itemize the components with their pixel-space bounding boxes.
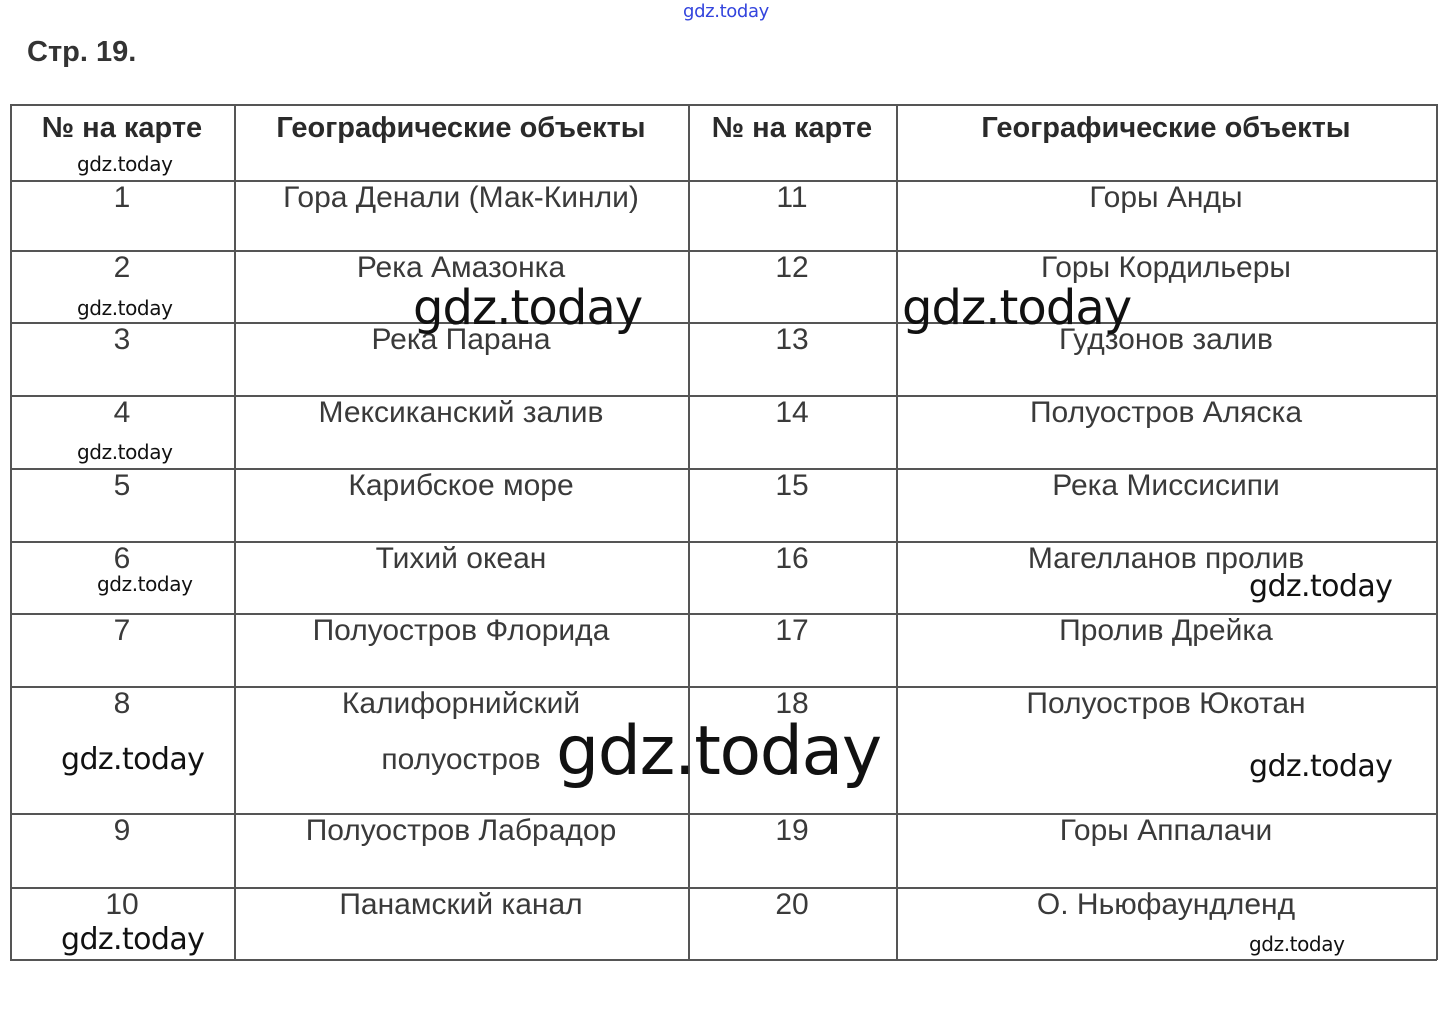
watermark-text: gdz.today — [413, 280, 643, 336]
cell-object: Река Миссисипи — [1052, 469, 1280, 502]
table-row-divider — [10, 250, 1437, 252]
cell-number: 10 — [105, 888, 139, 921]
cell-object: О. Ньюфаундленд — [1036, 888, 1296, 921]
cell-number: 16 — [775, 542, 809, 575]
cell-number: 8 — [113, 687, 131, 720]
cell-number: 12 — [775, 251, 809, 284]
table-column-divider — [896, 104, 898, 960]
header-objects: Географические объекты — [276, 112, 646, 144]
cell-object: Пролив Дрейка — [1059, 614, 1273, 647]
table-row-divider — [10, 887, 1437, 889]
watermark-text: gdz.today — [902, 280, 1132, 336]
watermark-text: gdz.today — [556, 712, 882, 791]
cell-object: Гудзонов залив — [1058, 323, 1273, 356]
cell-number: 2 — [113, 251, 131, 284]
page-title: Стр. 19. — [27, 36, 137, 68]
cell-number: 1 — [113, 181, 131, 214]
table-row-divider — [10, 395, 1437, 397]
cell-object: Полуостров Аляска — [1029, 396, 1303, 429]
table-row-divider — [10, 613, 1437, 615]
cell-number: 4 — [113, 396, 131, 429]
watermark-text: gdz.today — [77, 440, 173, 464]
table-row-divider — [10, 541, 1437, 543]
cell-number: 18 — [775, 687, 809, 720]
watermark-text: gdz.today — [61, 742, 205, 777]
cell-number: 15 — [775, 469, 809, 502]
cell-object: Полуостров Лабрадор — [305, 814, 617, 847]
table-row-divider — [10, 686, 1437, 688]
cell-object: Мексиканский залив — [318, 396, 604, 429]
header-number: № на карте — [711, 112, 873, 144]
cell-number: 9 — [113, 814, 131, 847]
cell-number: 19 — [775, 814, 809, 847]
cell-number: 20 — [775, 888, 809, 921]
cell-object: Панамский канал — [339, 888, 583, 921]
cell-object: Тихий океан — [375, 542, 547, 575]
watermark-text: gdz.today — [1249, 932, 1345, 956]
watermark-text: gdz.today — [77, 152, 173, 176]
cell-number: 5 — [113, 469, 131, 502]
header-number: № на карте — [41, 112, 203, 144]
table-row-divider — [10, 813, 1437, 815]
cell-number: 11 — [776, 181, 808, 214]
cell-object: Карибское море — [348, 469, 574, 502]
cell-object: Полуостров Флорида — [312, 614, 610, 647]
cell-object: Горы Кордильеры — [1041, 251, 1291, 284]
cell-number: 3 — [113, 323, 131, 356]
cell-object: Река Амазонка — [356, 251, 566, 284]
cell-object: Калифорнийский полуостров — [341, 687, 581, 776]
cell-object: Гора Денали (Мак-Кинли) — [283, 181, 639, 214]
watermark-text: gdz.today — [97, 572, 193, 596]
watermark-text: gdz.today — [1249, 749, 1393, 784]
table-row-divider — [10, 959, 1437, 961]
table-column-divider — [10, 104, 12, 960]
header-objects: Географические объекты — [981, 112, 1351, 144]
cell-number: 17 — [775, 614, 809, 647]
table-row-divider — [10, 468, 1437, 470]
table-row-divider — [10, 104, 1437, 106]
cell-object: Горы Аппалачи — [1059, 814, 1273, 847]
cell-object: Горы Анды — [1089, 181, 1243, 214]
cell-number: 13 — [775, 323, 809, 356]
table-column-divider — [234, 104, 236, 960]
watermark-text: gdz.today — [683, 1, 769, 22]
watermark-text: gdz.today — [77, 296, 173, 320]
cell-number: 6 — [113, 542, 131, 575]
watermark-text: gdz.today — [61, 922, 205, 957]
cell-object: Река Парана — [371, 323, 551, 356]
cell-number: 14 — [775, 396, 809, 429]
table-row-divider — [10, 322, 1437, 324]
table-row-divider — [10, 180, 1437, 182]
table-column-divider — [688, 104, 690, 960]
watermark-text: gdz.today — [1249, 569, 1393, 604]
table-column-divider — [1436, 104, 1438, 960]
cell-object: Полуостров Юкотан — [1026, 687, 1306, 720]
cell-object: Магелланов пролив — [1027, 542, 1305, 575]
cell-number: 7 — [113, 614, 131, 647]
